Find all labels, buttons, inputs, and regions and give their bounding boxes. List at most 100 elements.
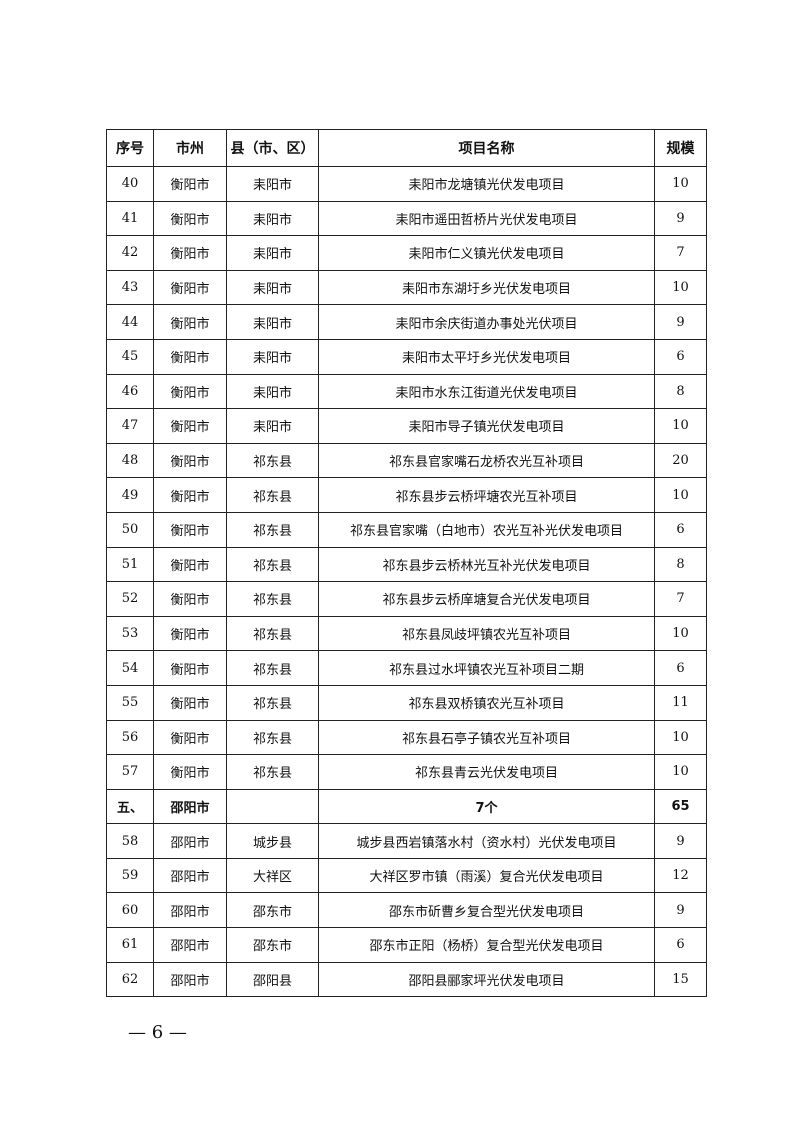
table-cell: 耒阳市: [226, 235, 319, 271]
header-cell: 项目名称: [318, 129, 655, 167]
table-cell: 耒阳市导子镇光伏发电项目: [318, 408, 655, 444]
table-cell: 衡阳市: [153, 235, 227, 271]
table-cell: 9: [654, 200, 707, 237]
table-row: 49 衡阳市 祁东县 祁东县步云桥坪塘农光互补项目 10: [106, 477, 707, 513]
table-cell: 邵阳市: [153, 892, 227, 929]
table-cell: 邵阳市: [153, 788, 227, 825]
table-cell: 祁东县凤歧坪镇农光互补项目: [318, 615, 655, 652]
table-row: 46 衡阳市 耒阳市 耒阳市水东江街道光伏发电项目 8: [106, 373, 707, 410]
table-row: 53 衡阳市 祁东县 祁东县凤歧坪镇农光互补项目 10: [106, 615, 707, 652]
table-cell: 8: [654, 373, 707, 410]
table-cell: 6: [654, 511, 707, 548]
table-cell: 祁东县官家嘴（白地市）农光互补光伏发电项目: [318, 511, 655, 548]
table-cell: 衡阳市: [153, 442, 227, 479]
table-cell: 大祥区: [226, 857, 319, 894]
table-cell: 53: [106, 615, 154, 652]
table-cell: 衡阳市: [153, 511, 227, 548]
table-cell: 衡阳市: [153, 650, 227, 686]
table-cell: 衡阳市: [153, 373, 227, 410]
table-cell: 10: [654, 754, 707, 790]
table-cell: 祁东县官家嘴石龙桥农光互补项目: [318, 442, 655, 479]
table-row: 55 衡阳市 祁东县 祁东县双桥镇农光互补项目 11: [106, 684, 707, 721]
table-row: 54 衡阳市 祁东县 祁东县过水坪镇农光互补项目二期 6: [106, 650, 707, 686]
table-cell: 10: [654, 408, 707, 444]
table-row: 43 衡阳市 耒阳市 耒阳市东湖圩乡光伏发电项目 10: [106, 269, 707, 306]
table-cell: 51: [106, 546, 154, 583]
table-cell: 祁东县步云桥林光互补光伏发电项目: [318, 546, 655, 583]
table-cell: 56: [106, 719, 154, 756]
table-cell: 49: [106, 477, 154, 513]
table-row: 40 衡阳市 耒阳市 耒阳市龙塘镇光伏发电项目 10: [106, 166, 707, 202]
table-cell: 祁东县青云光伏发电项目: [318, 754, 655, 790]
table-cell: 五、: [106, 788, 154, 825]
table-cell: 47: [106, 408, 154, 444]
table-cell: 大祥区罗市镇（雨溪）复合光伏发电项目: [318, 857, 655, 894]
table-cell: 祁东县: [226, 754, 319, 790]
table-cell: 45: [106, 338, 154, 375]
table-cell: 65: [654, 788, 707, 825]
table-cell: 祁东县: [226, 546, 319, 583]
table-row: 44 衡阳市 耒阳市 耒阳市余庆街道办事处光伏项目 9: [106, 304, 707, 340]
table-cell: 祁东县双桥镇农光互补项目: [318, 684, 655, 721]
table-row: 51 衡阳市 祁东县 祁东县步云桥林光互补光伏发电项目 8: [106, 546, 707, 583]
table-cell: 61: [106, 927, 154, 963]
table-row: 41 衡阳市 耒阳市 耒阳市遥田哲桥片光伏发电项目 9: [106, 200, 707, 237]
header-cell: 市州: [153, 129, 227, 167]
table-cell: 耒阳市: [226, 304, 319, 340]
table-row: 60 邵阳市 邵东市 邵东市斫曹乡复合型光伏发电项目 9: [106, 892, 707, 929]
table-body: 40 衡阳市 耒阳市 耒阳市龙塘镇光伏发电项目 10 41 衡阳市 耒阳市 耒阳市遥田哲桥片光伏…: [106, 166, 707, 998]
table-cell: 衡阳市: [153, 546, 227, 583]
table-cell: 耒阳市东湖圩乡光伏发电项目: [318, 269, 655, 306]
table-row: 52 衡阳市 祁东县 祁东县步云桥庠塘复合光伏发电项目 7: [106, 581, 707, 617]
table-cell: 祁东县: [226, 684, 319, 721]
table-cell: 邵阳市: [153, 823, 227, 859]
table-cell: 9: [654, 892, 707, 929]
table-cell: 11: [654, 684, 707, 721]
table-cell: 43: [106, 269, 154, 306]
table-cell: 耒阳市: [226, 166, 319, 202]
table-cell: 耒阳市仁义镇光伏发电项目: [318, 235, 655, 271]
table-cell: 58: [106, 823, 154, 859]
table-cell: 55: [106, 684, 154, 721]
table-cell: 衡阳市: [153, 684, 227, 721]
project-table: 序号 市州 县（市、区） 项目名称 规模 40 衡阳市 耒阳市 耒阳市龙塘镇光伏发电项目 10 4…: [106, 129, 707, 998]
table-cell: 8: [654, 546, 707, 583]
header-cell: 规模: [654, 129, 707, 167]
table-cell: 祁东县: [226, 650, 319, 686]
table-cell: 耒阳市: [226, 373, 319, 410]
table-cell: 6: [654, 927, 707, 963]
table-cell: 44: [106, 304, 154, 340]
table-cell: 邵阳市: [153, 857, 227, 894]
table-cell: 9: [654, 823, 707, 859]
table-row: 42 衡阳市 耒阳市 耒阳市仁义镇光伏发电项目 7: [106, 235, 707, 271]
table-cell: 7: [654, 581, 707, 617]
table-cell: 10: [654, 166, 707, 202]
table-cell: 52: [106, 581, 154, 617]
table-cell: 衡阳市: [153, 581, 227, 617]
table-cell: 祁东县: [226, 581, 319, 617]
table-cell: 耒阳市遥田哲桥片光伏发电项目: [318, 200, 655, 237]
table-cell: 12: [654, 857, 707, 894]
table-cell: 城步县: [226, 823, 319, 859]
table-cell: 耒阳市: [226, 408, 319, 444]
table-cell: 衡阳市: [153, 719, 227, 756]
table-row: 62 邵阳市 邵阳县 邵阳县郦家坪光伏发电项目 15: [106, 961, 707, 998]
table-cell: 邵阳市: [153, 927, 227, 963]
table-cell: 祁东县: [226, 615, 319, 652]
table-cell: 耒阳市: [226, 338, 319, 375]
table-cell: 20: [654, 442, 707, 479]
header-row: 序号 市州 县（市、区） 项目名称 规模: [106, 129, 707, 167]
table-row: 61 邵阳市 邵东市 邵东市正阳（杨桥）复合型光伏发电项目 6: [106, 927, 707, 963]
table-row: 45 衡阳市 耒阳市 耒阳市太平圩乡光伏发电项目 6: [106, 338, 707, 375]
table-cell: 48: [106, 442, 154, 479]
table-cell: 城步县西岩镇落水村（资水村）光伏发电项目: [318, 823, 655, 859]
table-cell: 耒阳市: [226, 269, 319, 306]
table-cell: 10: [654, 477, 707, 513]
table-cell: 祁东县步云桥庠塘复合光伏发电项目: [318, 581, 655, 617]
table-cell: 衡阳市: [153, 408, 227, 444]
table-cell: 祁东县步云桥坪塘农光互补项目: [318, 477, 655, 513]
table-cell: 7个: [318, 788, 655, 825]
table-cell: 9: [654, 304, 707, 340]
